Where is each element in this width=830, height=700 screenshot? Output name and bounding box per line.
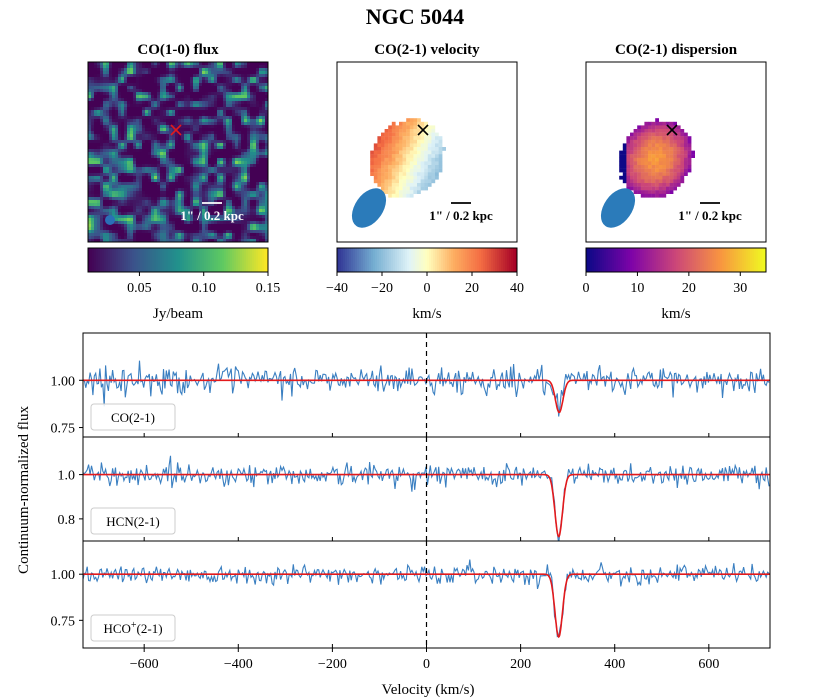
spectrum-line <box>83 559 770 638</box>
spectrum-line <box>83 360 770 417</box>
panel-title-flux: CO(1-0) flux <box>137 42 219 58</box>
x-tick-label: −400 <box>224 657 253 672</box>
scale-bar-label: 1" / 0.2 kpc <box>180 208 244 223</box>
colorbar-tick-label: 40 <box>510 281 524 296</box>
x-tick-label: 600 <box>698 657 719 672</box>
center-marker <box>417 124 429 136</box>
x-tick-label: 200 <box>510 657 531 672</box>
map-panel-1: 1" / 0.2 kpc 0.05 0.10 0.15 Jy/beam <box>87 61 281 322</box>
colorbar-tick-label: 20 <box>682 281 696 296</box>
panel-title-velocity: CO(2-1) velocity <box>374 42 480 58</box>
colorbar: −40 −20 0 20 40 km/s <box>326 247 524 322</box>
map-frame <box>336 61 518 243</box>
spectrum-panel-3: 0.75 1.00 −600 −400 −200 0 200 400 600 HCO+(2-1) <box>51 540 771 672</box>
y-tick-label: 0.8 <box>58 513 76 528</box>
y-tick-label: 0.75 <box>51 614 76 629</box>
panel-title-dispersion: CO(2-1) dispersion <box>615 42 738 58</box>
colorbar-tick-label: 0.15 <box>256 281 281 296</box>
colorbar-tick-label: 0.10 <box>191 281 216 296</box>
colorbar-label: km/s <box>412 306 441 322</box>
spectrum-frame <box>82 436 771 542</box>
colorbar-tick-label: 20 <box>465 281 479 296</box>
map-panel-2: 1" / 0.2 kpc −40 −20 0 20 40 km/s <box>326 61 524 322</box>
y-tick-label: 1.00 <box>51 374 76 389</box>
colorbar-label: Jy/beam <box>153 306 203 322</box>
x-axis-label: Velocity (km/s) <box>382 682 475 698</box>
scale-bar-label: 1" / 0.2 kpc <box>429 208 493 223</box>
spectrum-panels: 0.75 1.00 CO(2-1) 0.8 1.0 HCN(2-1) 0.75 1.00 −60… <box>51 332 771 672</box>
y-tick-label: 0.75 <box>51 422 76 437</box>
legend-label: HCN(2-1) <box>106 514 159 529</box>
x-tick-label: −200 <box>318 657 347 672</box>
center-marker <box>666 124 678 136</box>
spectrum-frame <box>82 332 771 438</box>
legend-3: HCO+(2-1) <box>90 614 176 642</box>
figure-title: NGC 5044 <box>366 4 464 29</box>
y-tick-label: 1.0 <box>58 469 76 484</box>
center-marker <box>170 124 182 136</box>
colorbar-tick-label: 30 <box>733 281 747 296</box>
colorbar-label: km/s <box>661 306 690 322</box>
legend-2: HCN(2-1) <box>90 507 176 535</box>
scale-bar-label: 1" / 0.2 kpc <box>678 208 742 223</box>
beam-ellipse <box>351 188 387 228</box>
map-panel-3: 1" / 0.2 kpc 0 10 20 30 km/s <box>583 61 767 322</box>
legend-label: CO(2-1) <box>111 410 155 425</box>
colorbar: 0.05 0.10 0.15 Jy/beam <box>87 247 281 322</box>
spectrum-panel-2: 0.8 1.0 HCN(2-1) <box>58 436 771 542</box>
colorbar: 0 10 20 30 km/s <box>583 247 767 322</box>
map-frame <box>585 61 767 243</box>
colorbar-tick-label: −40 <box>326 281 348 296</box>
colorbar-tick-label: −20 <box>371 281 393 296</box>
beam-ellipse <box>105 215 115 225</box>
legend-label: HCO+(2-1) <box>103 620 162 636</box>
legend-1: CO(2-1) <box>90 403 176 431</box>
map-frame <box>87 61 269 243</box>
x-tick-label: 0 <box>423 657 430 672</box>
x-tick-label: −600 <box>130 657 159 672</box>
colorbar-tick-label: 0 <box>583 281 590 296</box>
spectrum-panel-1: 0.75 1.00 CO(2-1) <box>51 332 771 438</box>
y-axis-label: Continuum-normalized flux <box>16 406 32 574</box>
x-tick-label: 400 <box>604 657 625 672</box>
fit-line <box>83 573 770 639</box>
colorbar-tick-label: 0.05 <box>127 281 152 296</box>
beam-ellipse <box>600 188 636 228</box>
colorbar-tick-label: 10 <box>630 281 644 296</box>
y-tick-label: 1.00 <box>51 568 76 583</box>
colorbar-tick-label: 0 <box>424 281 431 296</box>
